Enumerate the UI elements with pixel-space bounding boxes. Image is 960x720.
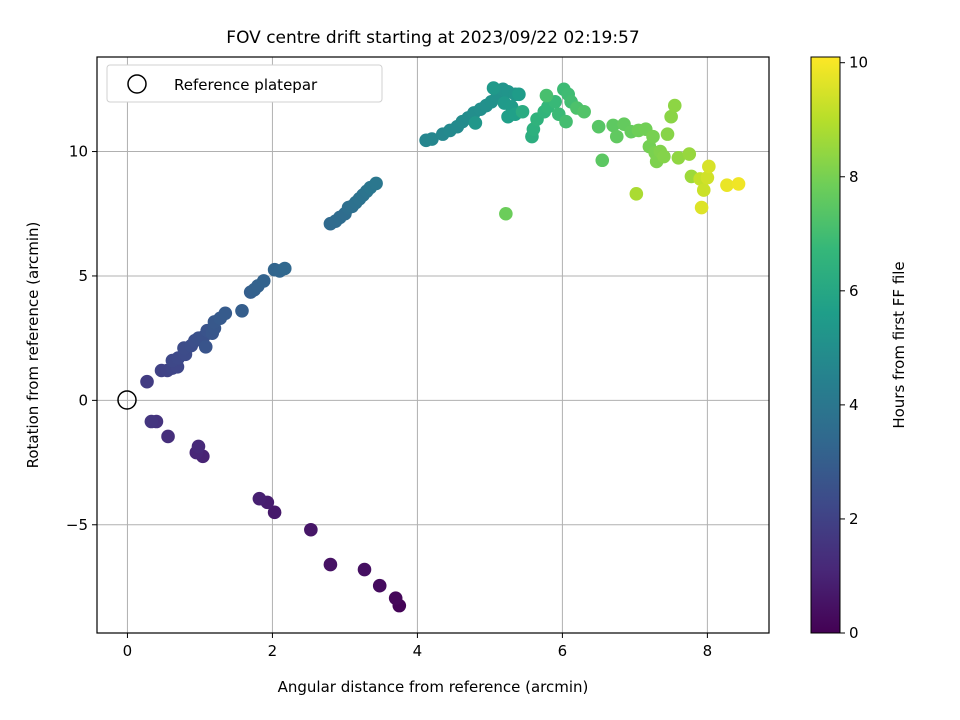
data-point xyxy=(512,87,526,102)
data-point xyxy=(161,429,175,444)
data-points xyxy=(140,81,746,613)
x-tick-label: 0 xyxy=(123,642,133,660)
colorbar-tick-label: 2 xyxy=(849,510,859,528)
data-point xyxy=(369,176,383,191)
colorbar-gradient xyxy=(811,57,840,633)
data-point xyxy=(700,170,715,185)
data-point xyxy=(606,118,620,133)
data-point xyxy=(671,150,686,165)
data-point xyxy=(191,439,206,454)
data-point xyxy=(696,183,711,197)
data-point xyxy=(629,187,644,201)
data-point xyxy=(664,109,678,124)
colorbar-tick-label: 8 xyxy=(849,168,859,186)
data-point xyxy=(357,562,372,577)
data-point xyxy=(140,374,154,389)
data-point xyxy=(372,578,387,593)
data-point xyxy=(702,159,716,174)
y-tick-label: 0 xyxy=(78,391,88,409)
data-point xyxy=(667,98,682,113)
chart-title: FOV centre drift starting at 2023/09/22 … xyxy=(226,28,639,48)
legend-reference-marker xyxy=(127,74,147,94)
x-axis-ticks: 0 2 4 6 8 xyxy=(123,633,712,660)
data-point xyxy=(388,591,403,605)
data-point xyxy=(646,129,660,144)
y-tick-label: 5 xyxy=(78,267,88,285)
data-point xyxy=(609,129,624,144)
x-tick-label: 2 xyxy=(268,642,278,660)
colorbar-ticks: 0 2 4 6 8 10 xyxy=(840,54,868,642)
x-tick-label: 6 xyxy=(558,642,568,660)
colorbar-tick-label: 6 xyxy=(849,282,859,300)
x-axis-label: Angular distance from reference (arcmin) xyxy=(278,678,589,696)
data-point xyxy=(218,306,233,321)
data-point xyxy=(252,491,267,506)
data-point xyxy=(277,261,292,276)
data-point xyxy=(304,522,318,537)
data-point xyxy=(657,149,671,164)
data-point xyxy=(468,116,483,130)
data-point xyxy=(515,104,530,119)
data-point xyxy=(425,132,439,146)
data-point xyxy=(235,303,249,318)
data-point xyxy=(499,206,513,221)
reference-marker xyxy=(117,390,137,410)
data-point xyxy=(591,119,606,134)
data-point xyxy=(660,127,675,141)
data-point xyxy=(559,114,573,129)
legend-box xyxy=(106,64,383,103)
colorbar-tick-label: 0 xyxy=(849,624,859,642)
y-axis-label: Rotation from reference (arcmin) xyxy=(24,222,42,469)
legend: Reference platepar xyxy=(106,64,383,103)
data-point xyxy=(267,505,282,520)
colorbar-label: Hours from first FF file xyxy=(890,261,908,428)
x-tick-label: 8 xyxy=(703,642,713,660)
data-point xyxy=(731,177,746,191)
y-tick-label: −5 xyxy=(66,516,88,534)
data-point xyxy=(144,414,159,429)
data-point xyxy=(256,274,271,288)
legend-label: Reference platepar xyxy=(174,76,318,94)
colorbar-frame xyxy=(810,56,841,634)
y-axis-ticks: −5 0 5 10 xyxy=(66,143,97,534)
data-point xyxy=(539,88,554,103)
data-point xyxy=(323,557,338,572)
x-tick-label: 4 xyxy=(413,642,423,660)
plot-frame xyxy=(96,56,770,634)
data-point xyxy=(486,81,501,95)
data-point xyxy=(198,340,213,354)
data-point xyxy=(694,200,709,215)
data-point xyxy=(595,153,610,168)
colorbar-tick-label: 4 xyxy=(849,396,859,414)
data-point xyxy=(682,147,697,161)
y-tick-label: 10 xyxy=(69,143,88,161)
colorbar-tick-label: 10 xyxy=(849,54,868,72)
data-point xyxy=(577,104,591,119)
data-point xyxy=(720,178,734,192)
colorbar: 0 2 4 6 8 10 Hours from first FF file xyxy=(810,54,908,642)
